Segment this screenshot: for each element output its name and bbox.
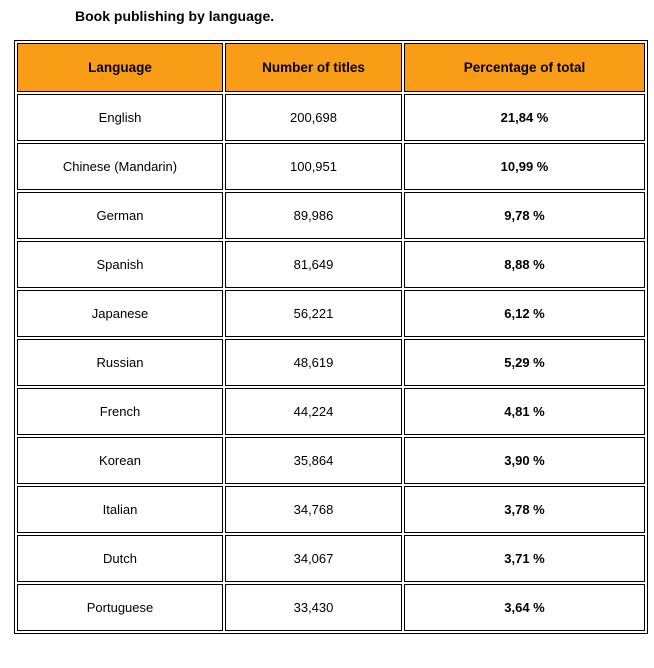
cell-language: German bbox=[17, 192, 223, 239]
cell-percentage: 10,99 % bbox=[404, 143, 645, 190]
table-row: Italian 34,768 3,78 % bbox=[17, 486, 645, 533]
cell-percentage: 3,64 % bbox=[404, 584, 645, 631]
header-row: Language Number of titles Percentage of … bbox=[17, 43, 645, 92]
cell-language: Russian bbox=[17, 339, 223, 386]
table-row: French 44,224 4,81 % bbox=[17, 388, 645, 435]
col-header-percentage-of-total: Percentage of total bbox=[404, 43, 645, 92]
cell-number-of-titles: 81,649 bbox=[225, 241, 402, 288]
table-body: English 200,698 21,84 % Chinese (Mandarin) 1… bbox=[17, 94, 645, 631]
col-header-number-of-titles: Number of titles bbox=[225, 43, 402, 92]
cell-number-of-titles: 44,224 bbox=[225, 388, 402, 435]
cell-number-of-titles: 200,698 bbox=[225, 94, 402, 141]
table-row: English 200,698 21,84 % bbox=[17, 94, 645, 141]
cell-percentage: 8,88 % bbox=[404, 241, 645, 288]
table-row: Chinese (Mandarin) 100,951 10,99 % bbox=[17, 143, 645, 190]
cell-language: Portuguese bbox=[17, 584, 223, 631]
cell-language: Korean bbox=[17, 437, 223, 484]
cell-language: English bbox=[17, 94, 223, 141]
cell-percentage: 21,84 % bbox=[404, 94, 645, 141]
col-header-language: Language bbox=[17, 43, 223, 92]
table-row: Portuguese 33,430 3,64 % bbox=[17, 584, 645, 631]
table-caption: Book publishing by language. bbox=[75, 8, 275, 24]
cell-language: Spanish bbox=[17, 241, 223, 288]
cell-percentage: 6,12 % bbox=[404, 290, 645, 337]
cell-number-of-titles: 35,864 bbox=[225, 437, 402, 484]
cell-number-of-titles: 89,986 bbox=[225, 192, 402, 239]
book-publishing-table: Language Number of titles Percentage of … bbox=[14, 40, 648, 634]
table-header: Language Number of titles Percentage of … bbox=[17, 43, 645, 92]
cell-number-of-titles: 48,619 bbox=[225, 339, 402, 386]
table-row: Spanish 81,649 8,88 % bbox=[17, 241, 645, 288]
cell-number-of-titles: 100,951 bbox=[225, 143, 402, 190]
table-row: Dutch 34,067 3,71 % bbox=[17, 535, 645, 582]
cell-number-of-titles: 33,430 bbox=[225, 584, 402, 631]
cell-language: Japanese bbox=[17, 290, 223, 337]
table-row: Japanese 56,221 6,12 % bbox=[17, 290, 645, 337]
table-row: German 89,986 9,78 % bbox=[17, 192, 645, 239]
cell-percentage: 3,90 % bbox=[404, 437, 645, 484]
cell-number-of-titles: 34,768 bbox=[225, 486, 402, 533]
cell-language: Italian bbox=[17, 486, 223, 533]
cell-language: Chinese (Mandarin) bbox=[17, 143, 223, 190]
cell-number-of-titles: 34,067 bbox=[225, 535, 402, 582]
cell-percentage: 3,71 % bbox=[404, 535, 645, 582]
table-row: Korean 35,864 3,90 % bbox=[17, 437, 645, 484]
cell-percentage: 3,78 % bbox=[404, 486, 645, 533]
cell-percentage: 5,29 % bbox=[404, 339, 645, 386]
cell-language: Dutch bbox=[17, 535, 223, 582]
table-row: Russian 48,619 5,29 % bbox=[17, 339, 645, 386]
cell-percentage: 4,81 % bbox=[404, 388, 645, 435]
cell-percentage: 9,78 % bbox=[404, 192, 645, 239]
cell-language: French bbox=[17, 388, 223, 435]
cell-number-of-titles: 56,221 bbox=[225, 290, 402, 337]
